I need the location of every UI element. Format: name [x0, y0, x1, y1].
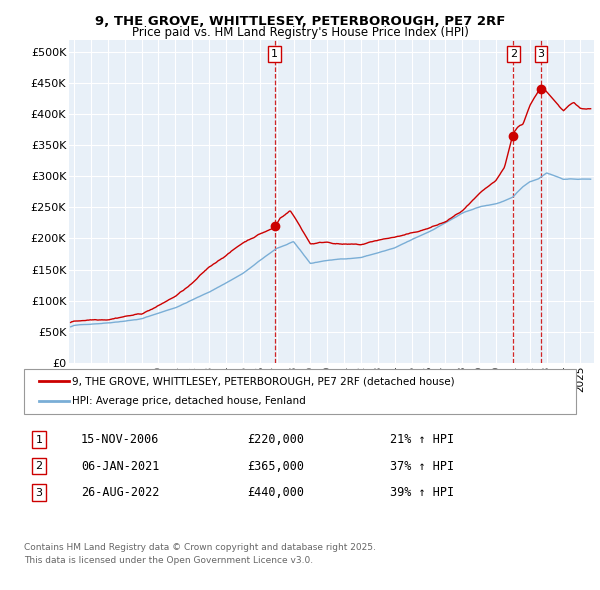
Text: 2: 2 [509, 49, 517, 59]
Text: £220,000: £220,000 [248, 433, 305, 446]
Text: £365,000: £365,000 [248, 460, 305, 473]
Text: Contains HM Land Registry data © Crown copyright and database right 2025.: Contains HM Land Registry data © Crown c… [24, 543, 376, 552]
Text: 21% ↑ HPI: 21% ↑ HPI [390, 433, 454, 446]
Text: Price paid vs. HM Land Registry's House Price Index (HPI): Price paid vs. HM Land Registry's House … [131, 26, 469, 39]
Text: 2: 2 [35, 461, 43, 471]
Text: 9, THE GROVE, WHITTLESEY, PETERBOROUGH, PE7 2RF (detached house): 9, THE GROVE, WHITTLESEY, PETERBOROUGH, … [72, 376, 455, 386]
Text: 1: 1 [271, 49, 278, 59]
Text: 06-JAN-2021: 06-JAN-2021 [81, 460, 159, 473]
Text: 9, THE GROVE, WHITTLESEY, PETERBOROUGH, PE7 2RF: 9, THE GROVE, WHITTLESEY, PETERBOROUGH, … [95, 15, 505, 28]
Text: 3: 3 [538, 49, 544, 59]
Text: HPI: Average price, detached house, Fenland: HPI: Average price, detached house, Fenl… [72, 396, 306, 407]
Text: 26-AUG-2022: 26-AUG-2022 [81, 486, 159, 499]
Text: 39% ↑ HPI: 39% ↑ HPI [390, 486, 454, 499]
Text: 1: 1 [35, 435, 43, 444]
Text: This data is licensed under the Open Government Licence v3.0.: This data is licensed under the Open Gov… [24, 556, 313, 565]
Text: 37% ↑ HPI: 37% ↑ HPI [390, 460, 454, 473]
Text: 3: 3 [35, 488, 43, 497]
Text: 15-NOV-2006: 15-NOV-2006 [81, 433, 159, 446]
Text: £440,000: £440,000 [248, 486, 305, 499]
